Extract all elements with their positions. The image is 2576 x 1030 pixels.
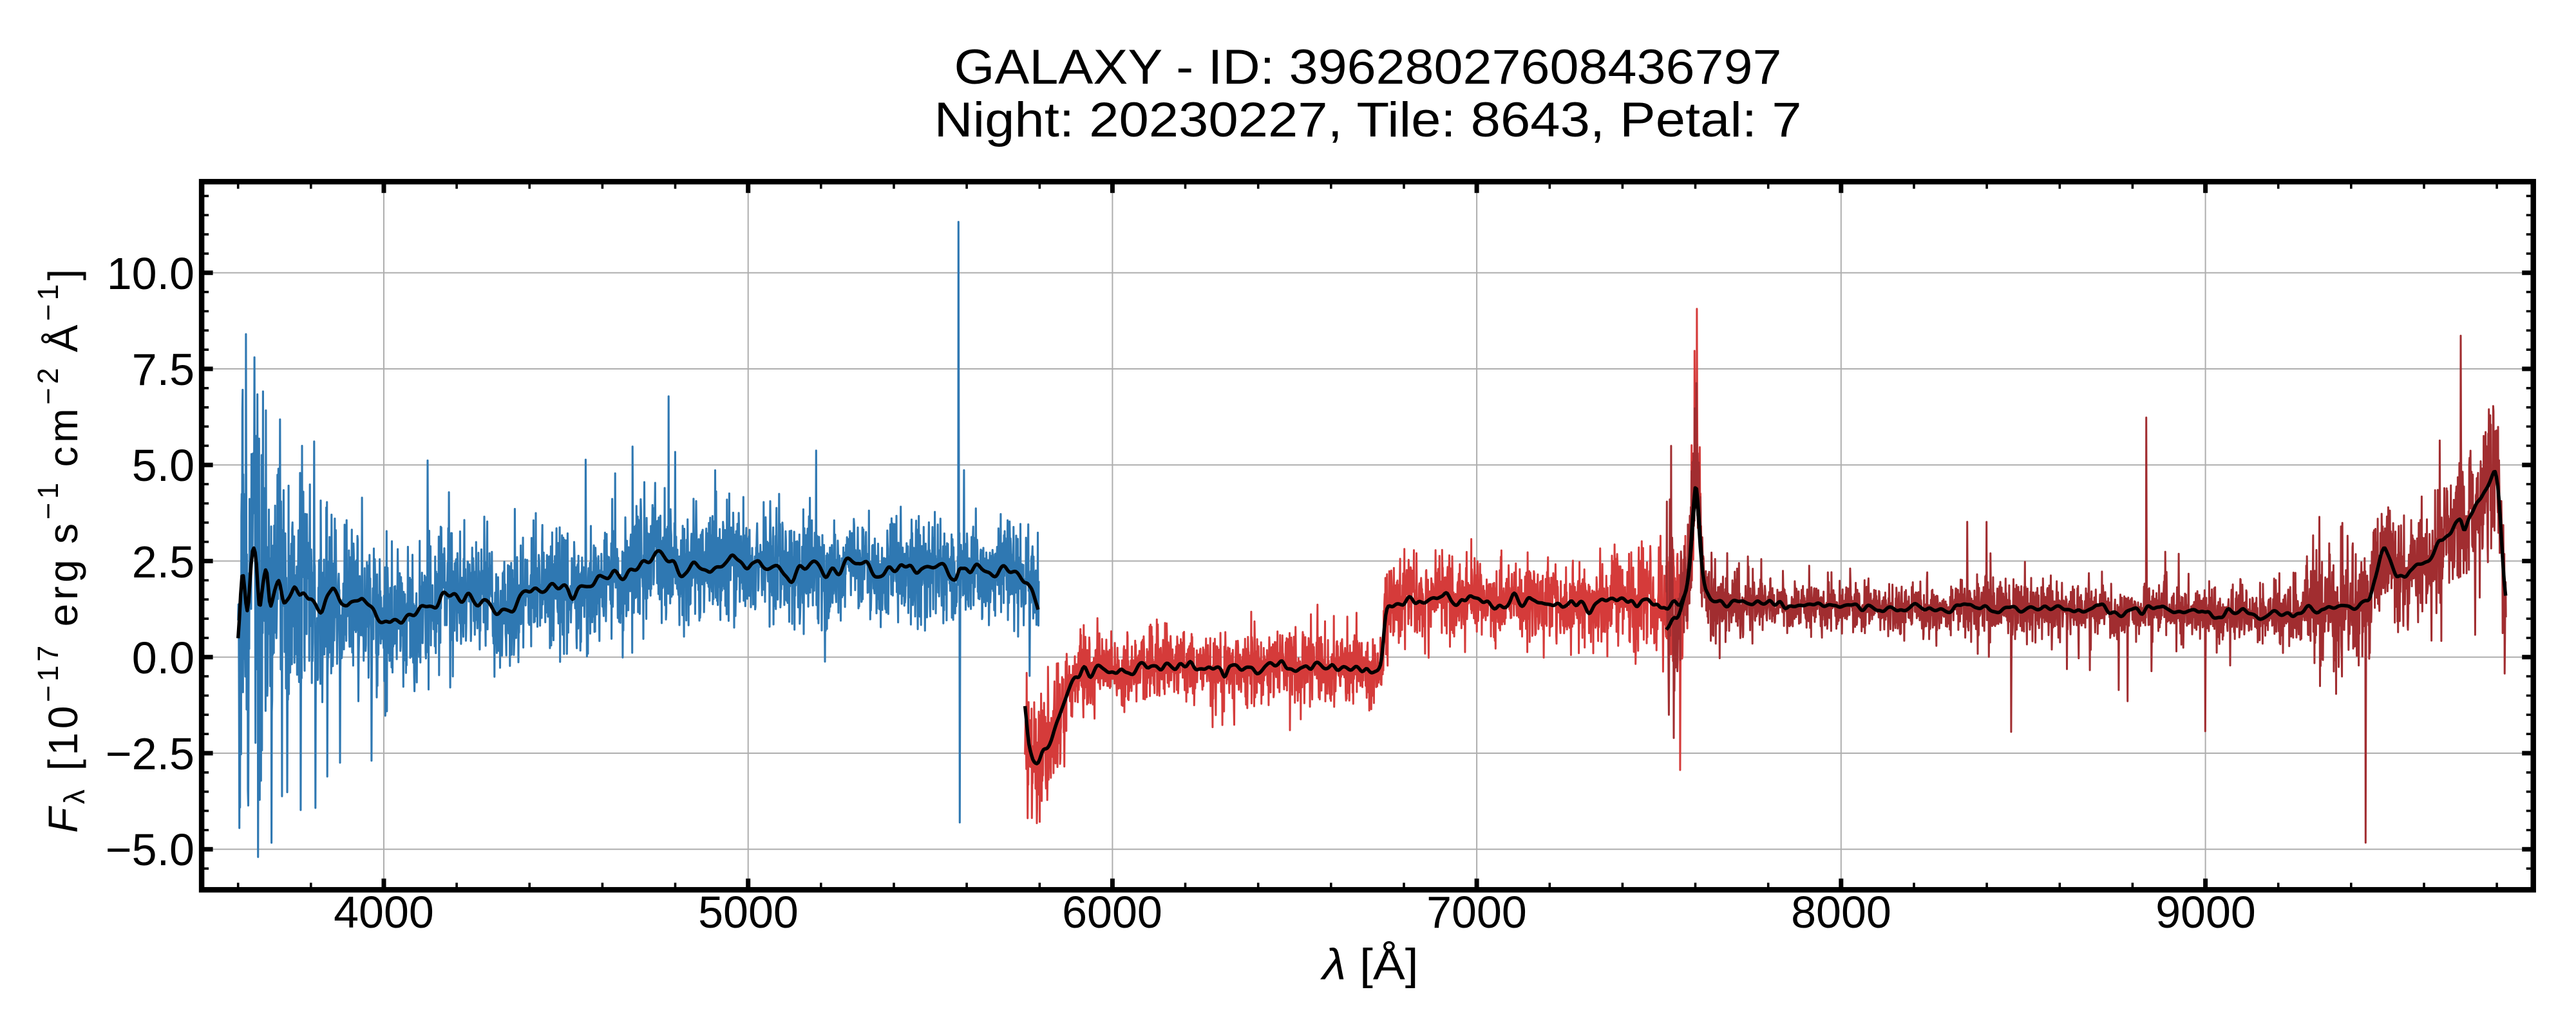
svg-text:6000: 6000 bbox=[1062, 887, 1162, 937]
svg-text:7000: 7000 bbox=[1426, 887, 1527, 937]
svg-text:2.5: 2.5 bbox=[132, 537, 194, 587]
svg-text:−5.0: −5.0 bbox=[106, 825, 194, 875]
svg-text:5.0: 5.0 bbox=[132, 440, 194, 491]
svg-text:Fλ [10−17 erg s−1 cm−2 Å−1]: Fλ [10−17 erg s−1 cm−2 Å−1] bbox=[32, 265, 91, 833]
svg-text:Night: 20230227, Tile: 8643, P: Night: 20230227, Tile: 8643, Petal: 7 bbox=[934, 93, 1802, 147]
svg-text:0.0: 0.0 bbox=[132, 633, 194, 683]
svg-text:4000: 4000 bbox=[334, 887, 434, 937]
svg-text:5000: 5000 bbox=[698, 887, 799, 937]
svg-text:−2.5: −2.5 bbox=[106, 729, 194, 779]
svg-text:8000: 8000 bbox=[1791, 887, 1891, 937]
svg-text:λ [Å]: λ [Å] bbox=[1320, 940, 1418, 989]
svg-text:9000: 9000 bbox=[2155, 887, 2256, 937]
svg-text:10.0: 10.0 bbox=[107, 248, 194, 299]
svg-text:GALAXY - ID: 39628027608436797: GALAXY - ID: 39628027608436797 bbox=[954, 40, 1782, 95]
svg-text:7.5: 7.5 bbox=[132, 344, 194, 395]
